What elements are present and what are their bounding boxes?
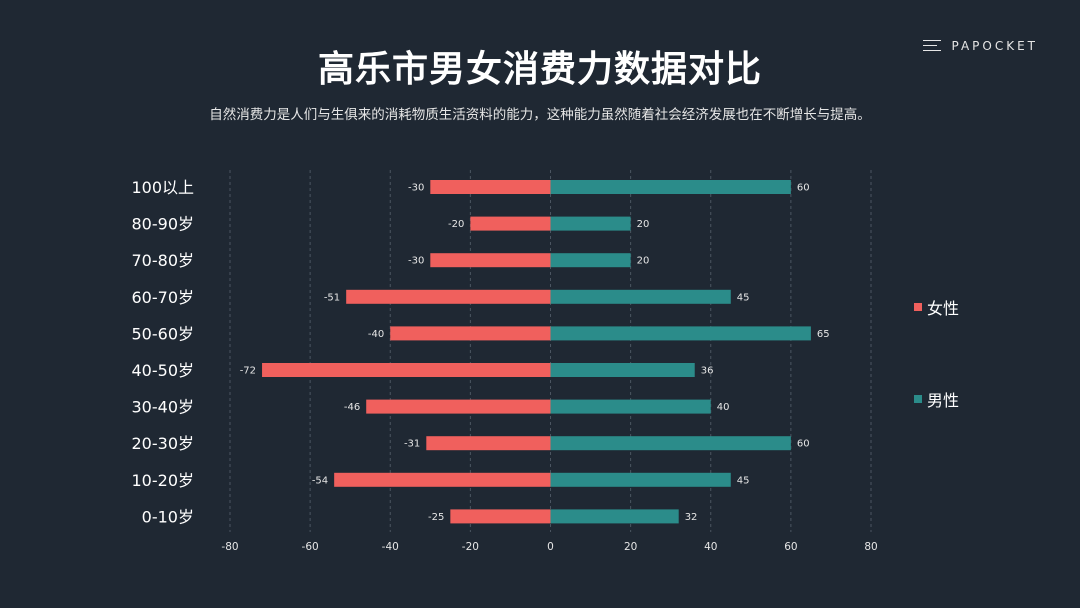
data-label-female: -54 bbox=[312, 475, 328, 486]
data-label-female: -30 bbox=[408, 183, 424, 194]
category-label: 20-30岁 bbox=[132, 434, 195, 453]
data-label-male: 20 bbox=[637, 256, 650, 267]
data-label-female: -40 bbox=[368, 329, 384, 340]
bar-female bbox=[262, 363, 551, 377]
category-label: 70-80岁 bbox=[132, 251, 195, 270]
x-tick-label: 60 bbox=[784, 541, 797, 553]
bar-male bbox=[550, 436, 791, 451]
data-label-female: -31 bbox=[404, 439, 420, 450]
menu-icon[interactable] bbox=[923, 39, 942, 53]
bar-female bbox=[430, 253, 551, 268]
bar-male bbox=[550, 399, 711, 414]
bar-female bbox=[390, 326, 551, 341]
bar-male bbox=[550, 363, 695, 377]
x-tick-label: 0 bbox=[547, 541, 554, 553]
data-label-male: 40 bbox=[717, 402, 730, 413]
x-tick-label: -40 bbox=[382, 541, 399, 553]
legend-swatch-female bbox=[914, 303, 922, 311]
bar-male bbox=[550, 472, 731, 487]
page-subtitle: 自然消费力是人们与生俱来的消耗物质生活资料的能力，这种能力虽然随着社会经济发展也… bbox=[209, 107, 871, 123]
data-label-male: 45 bbox=[737, 475, 750, 486]
bar-male bbox=[550, 216, 631, 231]
brand-label: PAPOCKET bbox=[951, 39, 1038, 53]
category-label: 80-90岁 bbox=[132, 215, 195, 234]
category-label: 30-40岁 bbox=[132, 398, 195, 417]
data-label-female: -51 bbox=[324, 292, 340, 303]
legend-item-male[interactable]: 男性 bbox=[914, 387, 959, 411]
bar-male bbox=[550, 253, 631, 268]
x-tick-label: 80 bbox=[864, 541, 877, 553]
x-tick-label: -60 bbox=[302, 541, 319, 553]
x-tick-label: 40 bbox=[704, 541, 717, 553]
x-tick-label: 20 bbox=[624, 541, 637, 553]
category-label: 40-50岁 bbox=[132, 361, 195, 380]
bar-female bbox=[470, 216, 551, 231]
bar-female bbox=[346, 289, 551, 304]
category-label: 0-10岁 bbox=[142, 507, 194, 526]
data-label-female: -25 bbox=[428, 512, 444, 523]
bar-male bbox=[550, 509, 679, 524]
category-label: 50-60岁 bbox=[132, 324, 195, 343]
data-label-male: 20 bbox=[637, 219, 650, 230]
page-title: 高乐市男女消费力数据对比 bbox=[317, 49, 762, 90]
x-tick-label: -80 bbox=[221, 541, 238, 553]
bar-female bbox=[366, 399, 551, 414]
bar-male bbox=[550, 326, 811, 341]
data-label-male: 32 bbox=[685, 512, 698, 523]
bar-male bbox=[550, 289, 731, 304]
category-label: 10-20岁 bbox=[132, 471, 195, 490]
bar-male bbox=[550, 180, 791, 194]
legend-label-female: 女性 bbox=[927, 299, 960, 318]
category-label: 60-70岁 bbox=[132, 288, 195, 307]
data-label-male: 60 bbox=[797, 439, 810, 450]
data-label-male: 36 bbox=[701, 366, 714, 377]
brand: PAPOCKET bbox=[923, 39, 1038, 53]
data-label-female: -30 bbox=[408, 256, 424, 267]
data-label-female: -20 bbox=[448, 219, 464, 230]
bar-female bbox=[450, 509, 551, 524]
data-label-female: -46 bbox=[344, 402, 360, 413]
category-label: 100以上 bbox=[131, 178, 194, 197]
bar-female bbox=[426, 436, 551, 451]
legend-label-male: 男性 bbox=[927, 391, 960, 410]
legend-item-female[interactable]: 女性 bbox=[914, 295, 959, 319]
data-label-male: 65 bbox=[817, 329, 830, 340]
bar-female bbox=[430, 180, 551, 194]
x-tick-label: -20 bbox=[462, 541, 479, 553]
data-label-male: 45 bbox=[737, 292, 750, 303]
data-label-male: 60 bbox=[797, 183, 810, 194]
data-label-female: -72 bbox=[240, 366, 256, 377]
bar-female bbox=[334, 472, 551, 487]
legend-swatch-male bbox=[914, 395, 922, 403]
